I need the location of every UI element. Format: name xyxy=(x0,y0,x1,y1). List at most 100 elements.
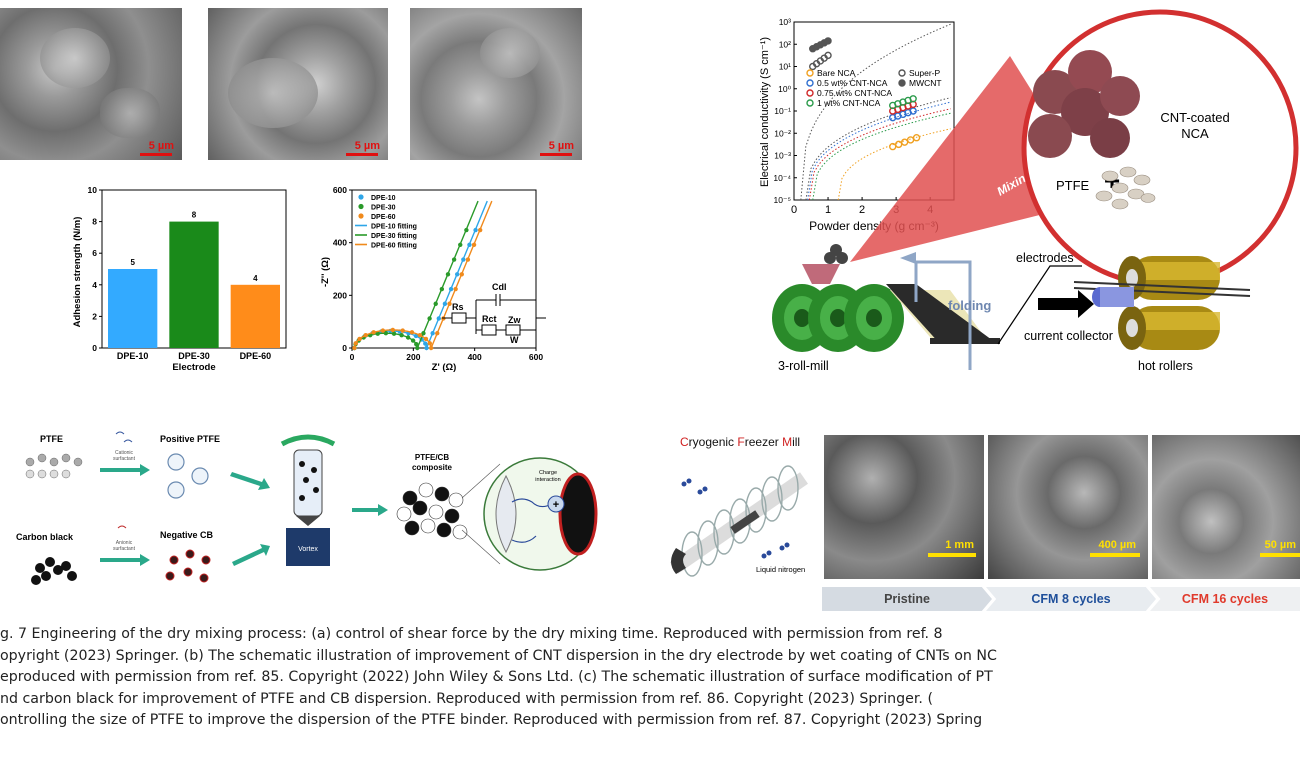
caption-line: g. 7 Engineering of the dry mixing proce… xyxy=(0,626,943,642)
cnt-nca-cluster xyxy=(1028,50,1140,158)
stage-label: CFM 8 cycles xyxy=(1031,592,1111,606)
eis-point xyxy=(435,331,440,336)
panel-c: PTFE Cationic surfactant Positive PTFE Ca… xyxy=(16,431,598,585)
sem-image-pristine: 1 mm xyxy=(824,435,984,579)
scale-bar xyxy=(140,153,172,156)
conductivity-legend-label: 1 wt% CNT-NCA xyxy=(817,98,881,108)
eis-point xyxy=(391,331,397,336)
stage-label: CFM 16 cycles xyxy=(1181,592,1269,606)
caption-line: nd carbon black for improvement of PTFE … xyxy=(0,690,933,707)
adhesion-ytick-label: 8 xyxy=(92,217,97,227)
eis-point xyxy=(453,286,458,292)
adhesion-chart: 0 2 4 6 8 10 5 DPE-10 8 DPE-30 4 DPE-60 Adhesion st… xyxy=(72,185,287,373)
circuit-rct: Rct xyxy=(482,314,497,324)
film-sheet xyxy=(930,338,1000,344)
cfm-title: Cryogenic Freezer Mill xyxy=(680,435,800,449)
ptfe-particles xyxy=(1095,166,1156,210)
cfm-title-ryogenic: ryogenic xyxy=(688,435,738,449)
panel-b: 0123410⁻⁵10⁻⁴10⁻³10⁻²10⁻¹10⁰10¹10²10³Bar… xyxy=(750,8,1299,373)
charge-plus: + xyxy=(553,499,559,511)
conductivity-ytick-label: 10⁰ xyxy=(778,84,791,94)
conductivity-legend-label: 0.75 wt% CNT-NCA xyxy=(817,88,892,98)
eis-point xyxy=(436,316,441,321)
scale-bar xyxy=(928,553,976,557)
roll-mill-label: 3-roll-mill xyxy=(778,359,829,373)
eis-point xyxy=(415,345,420,351)
scale-bar-label: 5 µm xyxy=(548,140,574,152)
positive-ptfe-title: Positive PTFE xyxy=(160,434,220,444)
eis-point xyxy=(371,330,376,335)
circuit-zw: Zw xyxy=(508,315,521,325)
eis-xlabel: Z' (Ω) xyxy=(432,362,457,373)
arrow-negative xyxy=(100,554,150,566)
adhesion-bar xyxy=(169,221,219,348)
eis-legend-marker xyxy=(358,194,364,200)
conductivity-ytick-label: 10⁻⁴ xyxy=(773,173,791,183)
stage-label: Pristine xyxy=(884,592,930,606)
eis-legend-label: DPE-60 xyxy=(371,214,396,221)
eis-point xyxy=(424,345,429,351)
eis-point xyxy=(454,272,460,277)
adhesion-category-label: DPE-60 xyxy=(240,351,272,361)
composite-icon xyxy=(396,482,468,540)
zoom-line xyxy=(461,463,501,499)
scale-bar-label: 5 µm xyxy=(354,140,380,152)
folding-arrow xyxy=(914,260,972,370)
eis-point xyxy=(427,316,432,321)
sem-image-cfm16: 50 µm xyxy=(1152,435,1300,579)
adhesion-ylabel: Adhesion strength (N/m) xyxy=(72,217,83,328)
adhesion-data-label: 8 xyxy=(192,211,197,220)
eis-point xyxy=(461,257,466,262)
adhesion-xlabel: Electrode xyxy=(172,362,215,373)
cationic-label: Cationic surfactant xyxy=(113,450,136,462)
caption-line: eproduced with permission from ref. 85. … xyxy=(0,669,993,685)
surfactant-chain xyxy=(511,535,537,543)
conductivity-xtick-label: 2 xyxy=(859,204,865,216)
eis-point xyxy=(430,331,435,336)
eis-point xyxy=(363,332,368,338)
eis-point xyxy=(409,330,415,335)
ptfe-label: PTFE xyxy=(1056,178,1090,193)
eis-legend-label: DPE-10 fitting xyxy=(371,224,417,231)
anionic-label: Anionic surfactant xyxy=(113,540,136,552)
conductivity-guide xyxy=(808,108,951,201)
adhesion-ytick-label: 4 xyxy=(92,280,97,290)
cationic-surfactant-icon xyxy=(115,431,133,443)
eis-xtick-label: 0 xyxy=(350,352,355,362)
figure-caption: g. 7 Engineering of the dry mixing proce… xyxy=(0,624,1300,732)
eis-point xyxy=(421,331,426,336)
caption-line: opyright (2023) Springer. (b) The schema… xyxy=(0,647,997,664)
conductivity-ytick-label: 10³ xyxy=(779,17,791,27)
hot-rollers-label: hot rollers xyxy=(1138,359,1193,373)
freezer-mill-icon xyxy=(670,465,808,577)
arrow-to-vortex-bottom xyxy=(232,544,270,566)
folding-label: folding xyxy=(948,298,991,313)
eis-point xyxy=(448,286,454,292)
conductivity-ytick-label: 10² xyxy=(779,39,791,49)
eis-point xyxy=(405,335,411,340)
eis-xtick-label: 600 xyxy=(529,352,543,362)
process-arrow xyxy=(1038,290,1094,318)
conductivity-point xyxy=(912,133,921,142)
cfm-title-f: F xyxy=(737,435,745,449)
conductivity-ytick-label: 10¹ xyxy=(779,62,791,72)
hopper xyxy=(802,264,840,284)
eis-point xyxy=(441,316,446,321)
cfm-title-c: C xyxy=(680,435,689,449)
sem-image-dpe30: 5 µm xyxy=(208,8,388,160)
eis-xtick-label: 400 xyxy=(468,352,482,362)
hot-rollers xyxy=(1118,256,1220,350)
scale-bar-label: 400 µm xyxy=(1098,539,1136,551)
carbon-black-icon xyxy=(31,557,77,585)
adhesion-bar xyxy=(230,284,280,348)
cnt-nca-label: CNT-coated NCA xyxy=(1160,110,1229,141)
eis-point xyxy=(442,301,448,306)
ptfe-molecule xyxy=(25,453,83,479)
conductivity-legend-marker xyxy=(806,79,814,87)
eis-point xyxy=(428,345,434,351)
eis-legend-marker xyxy=(358,213,364,219)
eis-point xyxy=(458,242,463,247)
nitrogen-molecules xyxy=(681,478,790,559)
eis-point xyxy=(352,345,357,351)
eis-axes xyxy=(351,189,537,349)
